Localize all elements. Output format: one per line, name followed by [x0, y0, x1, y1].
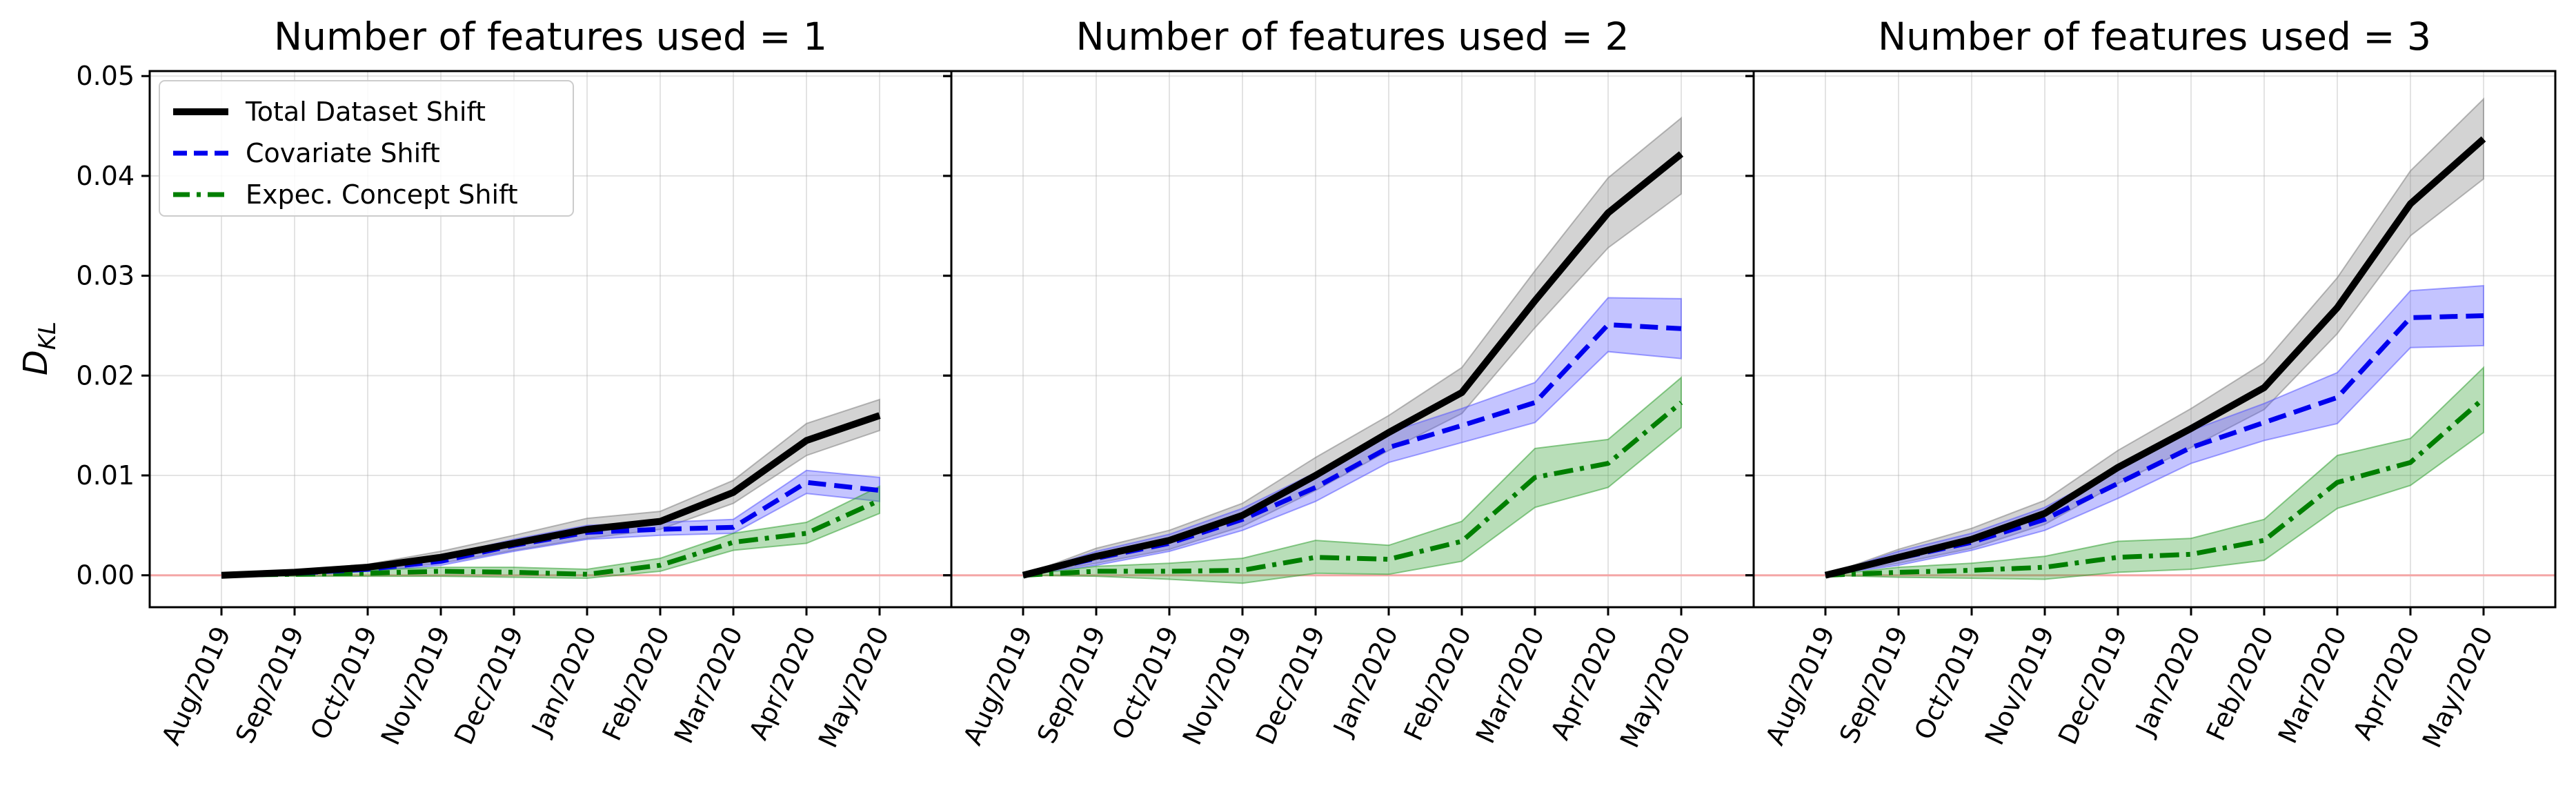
panel-3: Aug/2019Sep/2019Oct/2019Nov/2019Dec/2019… [1745, 14, 2557, 752]
panel-title: Number of features used = 1 [274, 14, 827, 59]
legend-box [159, 80, 574, 217]
confidence-band-covariate-shift [221, 469, 880, 576]
x-tick-label: May/2020 [1614, 622, 1696, 752]
x-tick-label: Aug/2019 [156, 622, 237, 749]
x-tick-label: Feb/2020 [1398, 622, 1478, 745]
y-tick-label: 0.04 [76, 161, 135, 191]
x-tick-label: Apr/2020 [743, 622, 822, 744]
panel-1: 0.00 0.01 0.02 0.03 0.04 0.05 Aug/2019Sep/2019… [76, 14, 953, 752]
x-tick-label: Apr/2020 [1545, 622, 1623, 744]
x-tick-label: May/2020 [813, 622, 895, 752]
y-tick-label: 0.00 [76, 560, 135, 591]
y-tick-label: 0.02 [76, 360, 135, 391]
series-line-expec-concept-shift [1022, 400, 1683, 578]
legend: Total Dataset Shift Covariate Shift Expec.… [159, 80, 574, 217]
axes-frame [1752, 70, 2557, 609]
panel-title: Number of features used = 2 [1076, 14, 1629, 59]
legend-entry-label: Expec. Concept Shift [246, 179, 518, 210]
x-tick-label: Dec/2019 [2052, 622, 2133, 749]
x-tick-label: Nov/2019 [1979, 622, 2061, 749]
x-tick-label: Dec/2019 [448, 622, 529, 749]
x-tick-label: Jan/2020 [2129, 622, 2206, 741]
x-tick-label: Nov/2019 [375, 622, 457, 749]
series-line-total-dataset-shift [1022, 151, 1684, 579]
y-axis-label: DKL [17, 322, 61, 375]
x-tick-label: Sep/2019 [230, 622, 310, 748]
x-tick-label: Oct/2019 [1908, 622, 1987, 744]
x-tick-label: Nov/2019 [1177, 622, 1258, 749]
x-tick-label: Jan/2020 [525, 622, 602, 741]
y-tick-label: 0.03 [76, 261, 135, 291]
x-tick-label: Mar/2020 [668, 622, 749, 748]
legend-entry-label: Total Dataset Shift [245, 97, 486, 127]
confidence-band-expec-concept-shift [221, 485, 880, 580]
x-tick-label: Aug/2019 [1760, 622, 1841, 749]
panel-2: Aug/2019Sep/2019Oct/2019Nov/2019Dec/2019… [943, 14, 1755, 752]
x-tick-label: Feb/2020 [597, 622, 676, 745]
x-tick-label: Feb/2020 [2201, 622, 2280, 745]
x-tick-label: Oct/2019 [1106, 622, 1185, 744]
x-tick-label: Mar/2020 [1470, 622, 1550, 748]
series-line-expec-concept-shift [1825, 396, 2486, 578]
chart-panels: 0.000.010.020.030.040.05Aug/2019Sep/2019… [76, 14, 2557, 752]
x-tick-label: Oct/2019 [304, 622, 383, 744]
y-axis-label-subscript: KL [34, 322, 61, 350]
y-axis-label-main: D [17, 350, 55, 375]
svg-text:DKL: DKL [17, 322, 61, 375]
x-tick-label: May/2020 [2417, 622, 2499, 752]
x-tick-label: Aug/2019 [958, 622, 1039, 749]
x-tick-label: Dec/2019 [1250, 622, 1331, 749]
legend-entry-label: Covariate Shift [246, 138, 440, 168]
x-tick-label: Sep/2019 [1031, 622, 1111, 748]
x-tick-label: Mar/2020 [2272, 622, 2352, 748]
x-tick-label: Apr/2020 [2347, 622, 2426, 744]
y-tick-label: 0.05 [76, 61, 135, 91]
y-tick-label: 0.01 [76, 460, 135, 491]
panel-title: Number of features used = 3 [1878, 14, 2431, 59]
x-tick-label: Sep/2019 [1834, 622, 1914, 748]
series-line-total-dataset-shift [221, 412, 881, 579]
confidence-band-expec-concept-shift [1825, 366, 2484, 580]
x-tick-label: Jan/2020 [1327, 622, 1404, 741]
series-line-total-dataset-shift [1824, 136, 2486, 579]
